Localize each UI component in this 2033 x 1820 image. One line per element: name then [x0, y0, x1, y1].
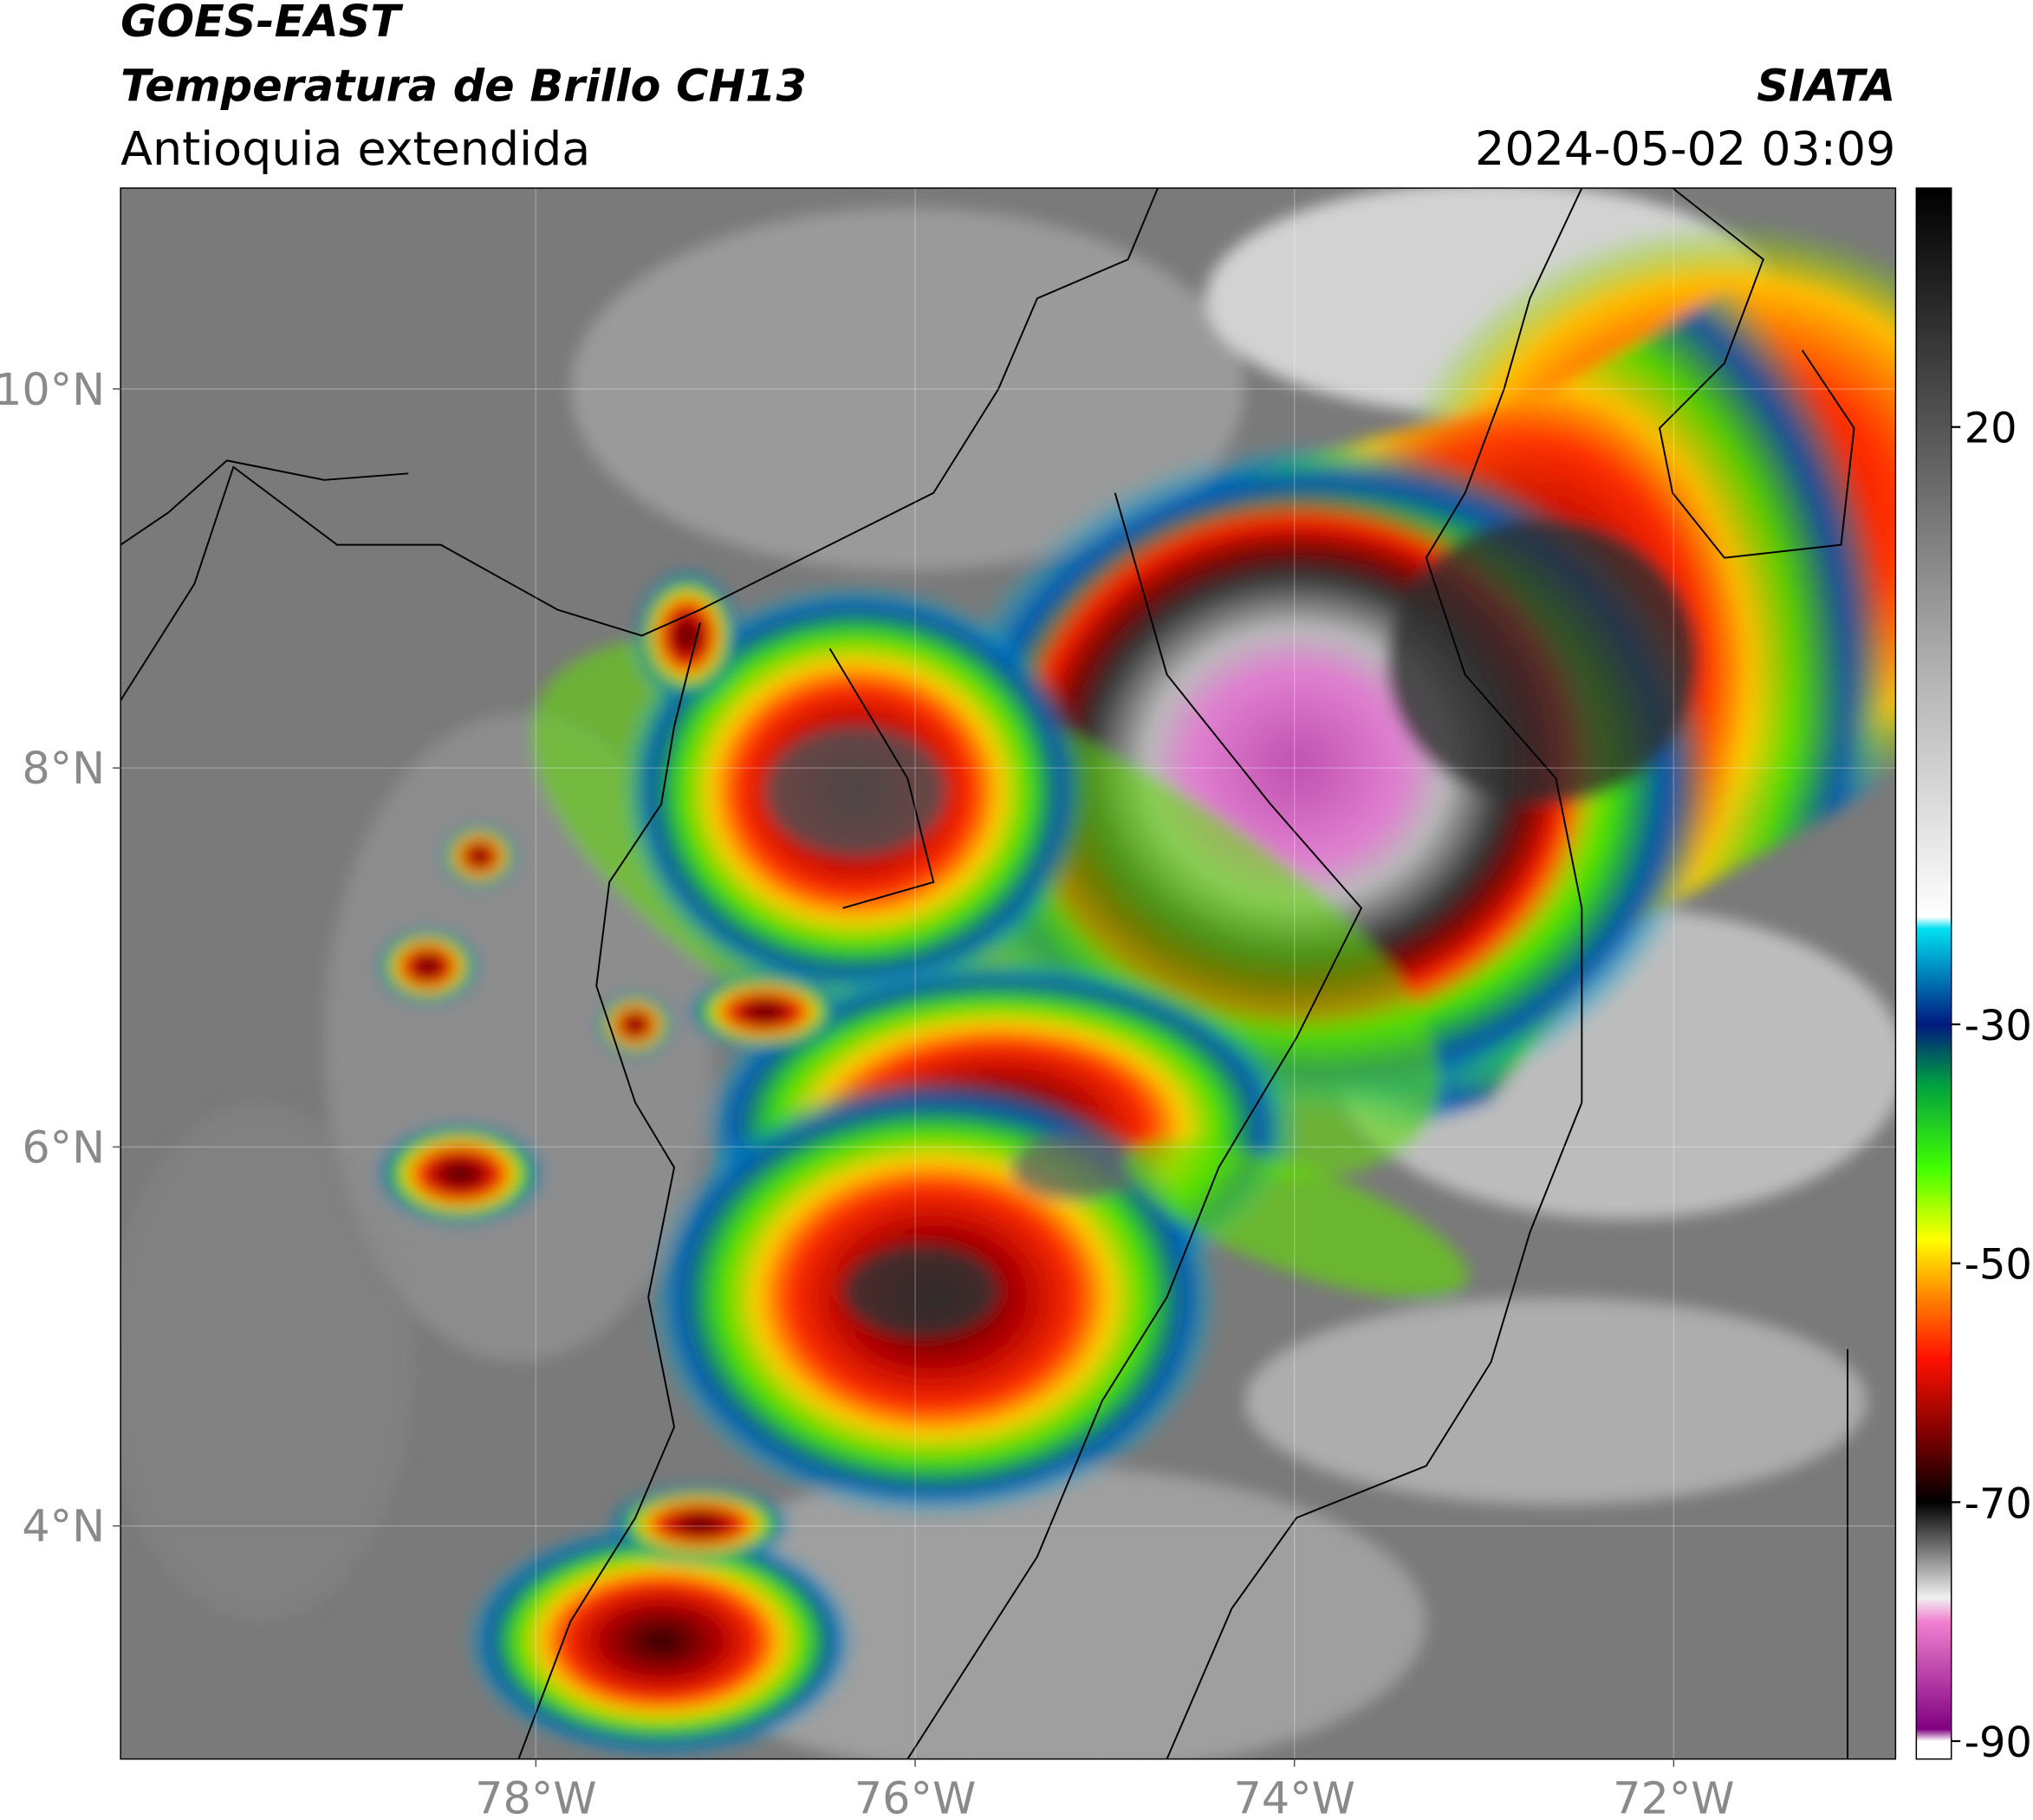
satellite-image	[120, 188, 1896, 1759]
region-title: Antioquia extendida	[120, 121, 590, 176]
lat-tick-label: 10°N	[0, 364, 105, 415]
colorbar-tick-label: -90	[1965, 1719, 2032, 1767]
lon-tick-label: 78°W	[475, 1773, 596, 1820]
satellite-title: GOES-EAST	[120, 0, 404, 47]
product-title: Temperatura de Brillo CH13	[120, 61, 807, 112]
lat-tick-label: 4°N	[22, 1501, 105, 1552]
lon-tick-label: 76°W	[854, 1773, 976, 1820]
colorbar-tick-label: -70	[1965, 1480, 2032, 1528]
colorbar-tick-label: 20	[1965, 406, 2017, 453]
lon-tick-label: 72°W	[1613, 1773, 1734, 1820]
source-title: SIATA	[1757, 61, 1895, 112]
lon-tick-label: 74°W	[1233, 1773, 1354, 1820]
map-frame	[120, 187, 1897, 1760]
colorbar	[1915, 187, 1952, 1760]
coastlines	[120, 188, 1855, 1759]
clouds	[120, 188, 1896, 1759]
datetime: 2024-05-02 03:09	[1475, 121, 1895, 176]
colorbar-tick-label: -30	[1965, 1003, 2032, 1050]
colorbar-tick-label: -50	[1965, 1242, 2032, 1290]
lat-tick-label: 6°N	[22, 1121, 105, 1173]
lat-tick-label: 8°N	[22, 743, 105, 794]
graticule	[120, 188, 1896, 1759]
